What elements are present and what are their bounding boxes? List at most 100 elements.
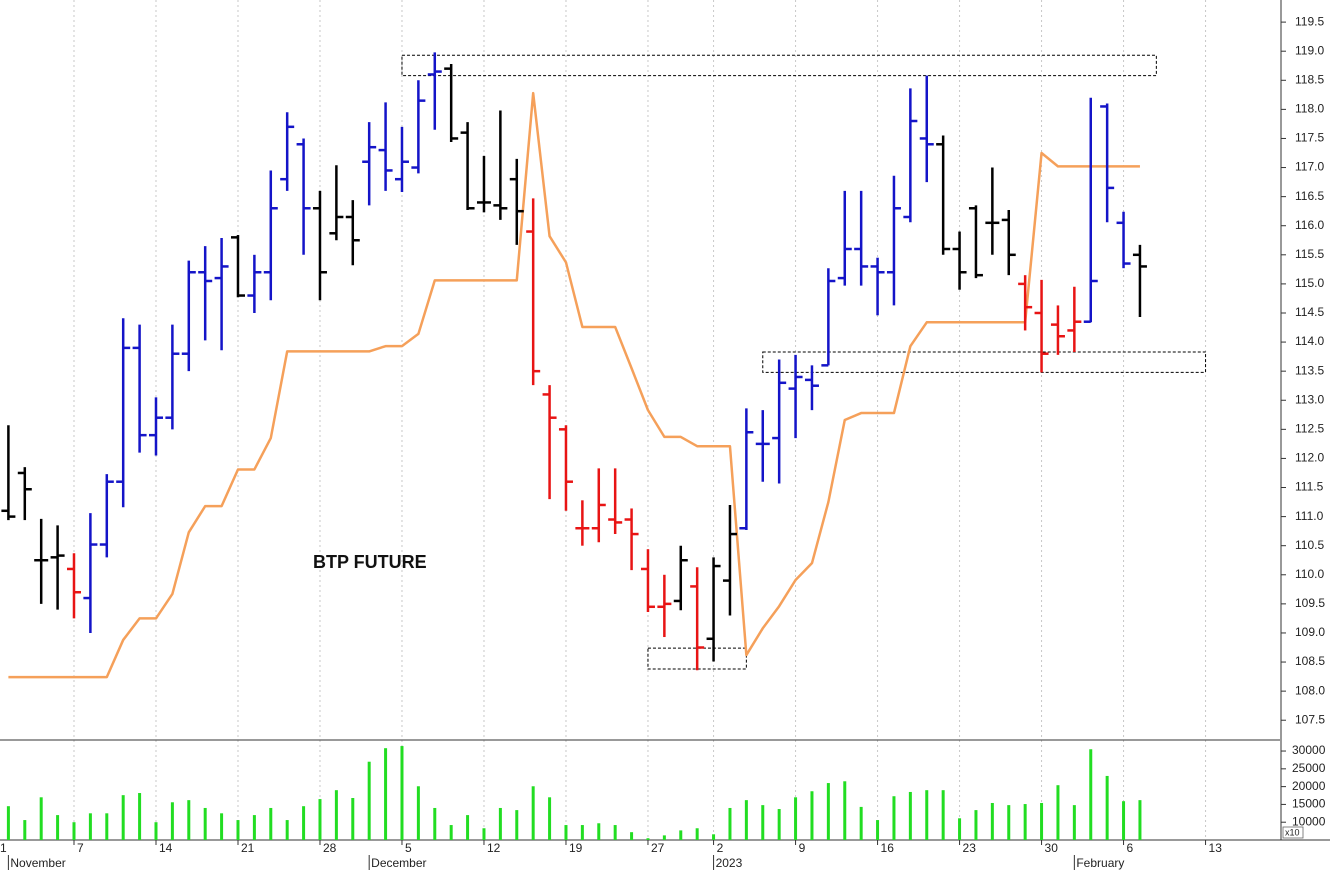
volume-bar: [794, 797, 798, 840]
month-label: November: [10, 856, 65, 870]
volume-bar: [958, 818, 962, 840]
volume-bar: [498, 807, 502, 840]
volume-tick-label: 30000: [1292, 743, 1326, 757]
range-box: [401, 54, 1157, 77]
y-tick-label: 112.0: [1295, 451, 1324, 465]
volume-bar: [925, 790, 929, 840]
volume-bar: [39, 797, 43, 840]
volume-bar: [990, 802, 994, 840]
volume-bar: [351, 798, 355, 840]
x-tick-label: 21: [241, 841, 255, 855]
volume-bar: [1105, 775, 1109, 840]
volume-bar: [548, 797, 552, 840]
volume-bar: [269, 807, 273, 840]
x-tick-label: 13: [1209, 841, 1223, 855]
volume-bar: [416, 786, 420, 840]
volume-bar: [695, 828, 699, 840]
x-tick-label: 6: [1127, 841, 1134, 855]
x-tick-label: 30: [1045, 841, 1059, 855]
volume-bar: [121, 795, 125, 840]
x-tick-label: 28: [323, 841, 337, 855]
x-tick-label: 1: [0, 841, 7, 855]
y-tick-label: 108.5: [1295, 654, 1325, 668]
volume-bar: [482, 828, 486, 840]
volume-bar: [1089, 749, 1093, 840]
month-label: December: [371, 856, 426, 870]
volume-bar: [6, 806, 10, 840]
x-tick-label: 19: [569, 841, 583, 855]
y-tick-label: 118.0: [1295, 102, 1324, 116]
volume-bar: [1040, 802, 1044, 840]
volume-unit: x10: [1285, 827, 1300, 837]
volume-bar: [302, 806, 306, 840]
volume-tick-label: 15000: [1292, 797, 1326, 811]
volume-bar: [974, 810, 978, 840]
y-tick-label: 116.5: [1295, 189, 1324, 203]
volume-tick-label: 10000: [1292, 814, 1326, 828]
volume-bar: [876, 820, 880, 840]
y-tick-label: 119.0: [1295, 43, 1324, 57]
volume-bar: [777, 809, 781, 840]
volume-bar: [203, 807, 207, 840]
range-box: [762, 351, 1207, 373]
volume-bar: [597, 823, 601, 840]
volume-bar: [826, 783, 830, 840]
y-tick-label: 115.5: [1295, 247, 1324, 261]
volume-bar: [252, 815, 256, 840]
annotation: BTP FUTURE: [313, 552, 427, 572]
volume-bar: [154, 822, 158, 840]
y-tick-label: 114.5: [1295, 305, 1324, 319]
volume-bar: [859, 806, 863, 840]
volume-bar: [56, 815, 60, 840]
volume-bar: [630, 832, 634, 840]
volume-bar: [1023, 804, 1027, 840]
volume-bar: [449, 825, 453, 840]
volume-bar: [367, 761, 371, 840]
y-tick-label: 107.5: [1295, 712, 1325, 726]
month-label: 2023: [716, 856, 743, 870]
y-tick-label: 110.5: [1295, 538, 1324, 552]
volume-bar: [384, 748, 388, 840]
volume-bar: [728, 807, 732, 840]
y-tick-label: 111.0: [1295, 509, 1324, 523]
x-tick-label: 5: [405, 841, 412, 855]
volume-bar: [88, 813, 92, 840]
y-tick-label: 113.5: [1295, 363, 1324, 377]
y-tick-label: 116.0: [1295, 218, 1324, 232]
x-tick-label: 16: [881, 841, 895, 855]
y-tick-label: 114.0: [1295, 334, 1324, 348]
volume-bar: [564, 825, 568, 840]
y-tick-label: 110.0: [1295, 567, 1324, 581]
y-tick-label: 113.0: [1295, 392, 1324, 406]
volume-bar: [187, 800, 191, 840]
x-tick-label: 23: [963, 841, 977, 855]
volume-bar: [580, 825, 584, 840]
volume-bar: [679, 830, 683, 840]
volume-bar: [220, 813, 224, 840]
y-tick-label: 115.0: [1295, 276, 1324, 290]
volume-bar: [515, 810, 519, 840]
y-tick-label: 108.0: [1295, 683, 1325, 697]
volume-bar: [810, 791, 814, 840]
y-tick-label: 112.5: [1295, 422, 1324, 436]
volume-bar: [466, 815, 470, 840]
volume-bar: [170, 802, 174, 840]
volume-bar: [105, 813, 109, 840]
y-tick-label: 109.5: [1295, 596, 1325, 610]
volume-bar: [1007, 805, 1011, 840]
y-tick-label: 117.5: [1295, 131, 1324, 145]
volume-bar: [761, 805, 765, 840]
month-label: February: [1076, 856, 1124, 870]
volume-bar: [892, 796, 896, 840]
x-tick-label: 14: [159, 841, 173, 855]
volume-bar: [334, 790, 338, 840]
y-tick-label: 117.0: [1295, 160, 1324, 174]
volume-bar: [531, 786, 535, 840]
volume-bar: [285, 820, 289, 840]
y-tick-label: 111.5: [1295, 480, 1324, 494]
volume-bar: [843, 781, 847, 840]
volume-bar: [236, 820, 240, 840]
volume-bar: [941, 790, 945, 840]
volume-bar: [646, 838, 650, 840]
